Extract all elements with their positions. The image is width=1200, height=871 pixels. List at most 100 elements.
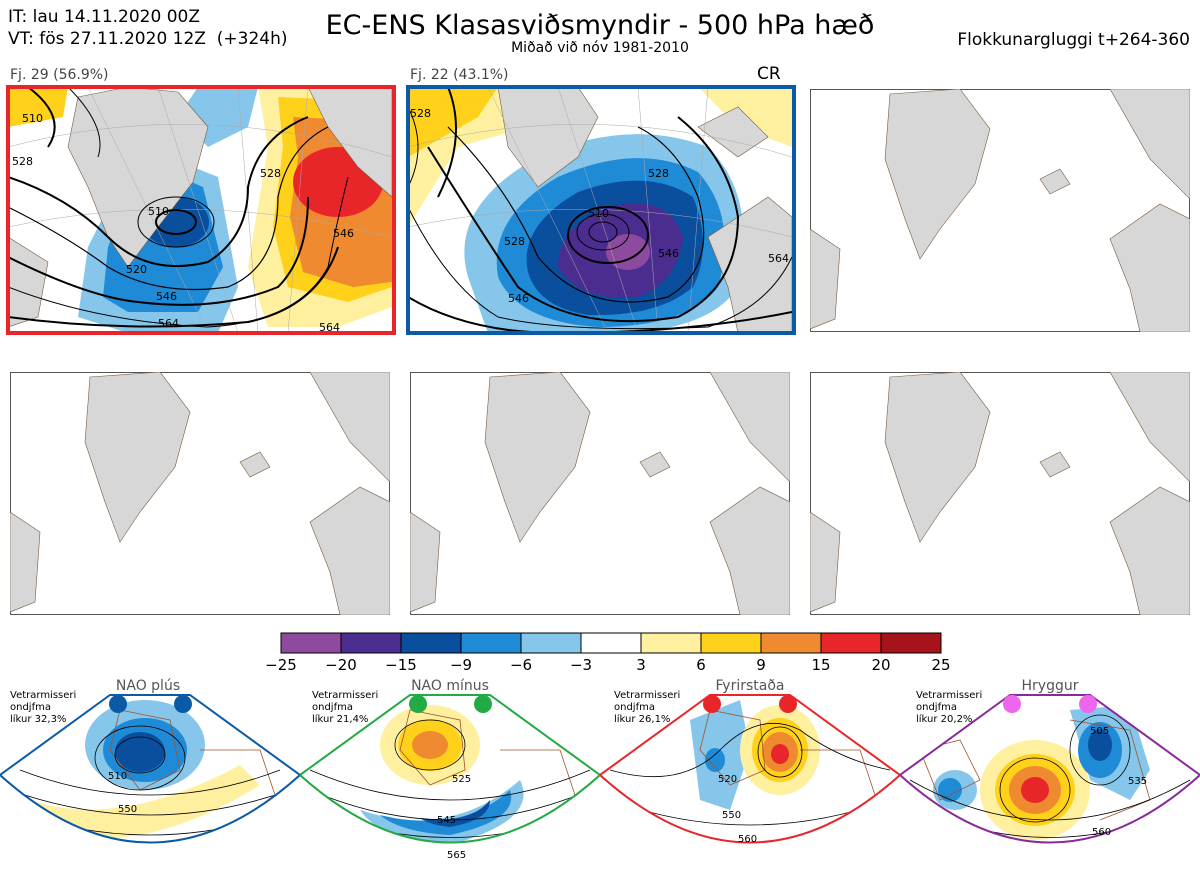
- colorbar-tick-label: −25: [265, 656, 297, 674]
- contour-label: 520: [126, 263, 147, 276]
- contour-label: 546: [333, 227, 354, 240]
- lat-lon-grid: [8, 87, 392, 333]
- contour-label: 528: [260, 167, 281, 180]
- page-subtitle: Miðað við nóv 1981-2010: [511, 40, 689, 56]
- valid-date: VT: fös 27.11.2020 12Z: [8, 29, 206, 49]
- panel2-label: Fj. 22 (43.1%): [410, 67, 509, 83]
- land-masses: [497, 87, 792, 333]
- panel1-label: Fj. 29 (56.9%): [10, 67, 109, 83]
- contour-label: 546: [508, 292, 529, 305]
- empty-map-3: [810, 89, 1190, 332]
- regime-months: ondjfma: [614, 702, 655, 713]
- contour-label: 520: [718, 774, 737, 785]
- colorbar-tick-label: 9: [756, 656, 766, 674]
- empty-map-5: [410, 372, 790, 615]
- regime-months: ondjfma: [10, 702, 51, 713]
- colorbar-tick-label: −15: [385, 656, 417, 674]
- valid-time: VT: fös 27.11.2020 12Z (+324h): [8, 28, 288, 50]
- contour-label: 565: [447, 850, 466, 861]
- classification-window: Flokkunargluggi t+264-360: [957, 30, 1190, 50]
- regime-info-ridge: Vetrarmisseri ondjfma líkur 20,2%: [916, 690, 982, 726]
- colorbar-tick-label: −9: [449, 656, 473, 674]
- contour-label: 546: [658, 247, 679, 260]
- contour-label: 528: [648, 167, 669, 180]
- colorbar-swatch: [520, 632, 582, 654]
- regime-map-ridge: 505 535 560: [900, 694, 1200, 844]
- regime-months: ondjfma: [312, 702, 353, 713]
- colorbar-swatch: [880, 632, 942, 654]
- cluster-map-1: 510 520 528 546 564 546 564 510 528: [8, 87, 392, 333]
- regime-season: Vetrarmisseri: [10, 690, 77, 701]
- contour-label: 528: [12, 155, 33, 168]
- colorbar-tick-label: 25: [931, 656, 951, 674]
- contour-label: 560: [738, 834, 757, 845]
- colorbar-swatch: [460, 632, 522, 654]
- regime-map-nao-minus: 525 545 565: [300, 694, 600, 861]
- contour-label: 510: [108, 771, 127, 782]
- regime-season: Vetrarmisseri: [916, 690, 983, 701]
- contour-label: 546: [156, 290, 177, 303]
- colorbar-tick-label: 20: [871, 656, 891, 674]
- regime-probability: líkur 21,4%: [312, 714, 369, 725]
- contour-label: 510: [148, 205, 169, 218]
- contour-label: 510: [22, 112, 43, 125]
- regime-title-ridge: Hryggur: [1021, 678, 1079, 694]
- colorbar-swatch: [700, 632, 762, 654]
- contour-label: 545: [437, 815, 456, 826]
- empty-map-4: [10, 372, 390, 615]
- colorbar-tick-label: −3: [569, 656, 593, 674]
- contour-label: 525: [452, 774, 471, 785]
- regime-info-nao-plus: Vetrarmisseri ondjfma líkur 32,3%: [10, 690, 76, 726]
- contour-label: 510: [588, 207, 609, 220]
- contour-label: 528: [410, 107, 431, 120]
- contour-label: 564: [319, 321, 340, 333]
- anomaly-colorbar: [280, 632, 942, 654]
- contour-label: 505: [1090, 726, 1109, 737]
- regime-map-blocking: 520 550 560: [600, 694, 900, 845]
- colorbar-swatch: [400, 632, 462, 654]
- regime-probability: líkur 20,2%: [916, 714, 973, 725]
- regime-title-nao-minus: NAO mínus: [411, 678, 489, 694]
- land-masses: [8, 87, 392, 328]
- panel2-frame: [406, 85, 796, 335]
- header-run-info: IT: lau 14.11.2020 00Z VT: fös 27.11.202…: [8, 6, 288, 50]
- lat-lon-grid: [408, 87, 792, 333]
- regime-probability: líkur 26,1%: [614, 714, 671, 725]
- colorbar-tick-label: −6: [509, 656, 533, 674]
- colorbar-swatch: [280, 632, 342, 654]
- regime-map-nao-plus: 510 550: [0, 694, 300, 844]
- regime-info-blocking: Vetrarmisseri ondjfma líkur 26,1%: [614, 690, 680, 726]
- regime-season: Vetrarmisseri: [312, 690, 379, 701]
- page-title: EC-ENS Klasasviðsmyndir - 500 hPa hæð: [325, 10, 875, 41]
- regime-months: ondjfma: [916, 702, 957, 713]
- regime-info-nao-minus: Vetrarmisseri ondjfma líkur 21,4%: [312, 690, 378, 726]
- lead-time: (+324h): [216, 29, 288, 49]
- initial-time: IT: lau 14.11.2020 00Z: [8, 7, 200, 27]
- regime-probability: líkur 32,3%: [10, 714, 67, 725]
- contour-label: 564: [158, 317, 179, 330]
- regime-title-blocking: Fyrirstaða: [715, 678, 785, 694]
- contour-label: 564: [768, 252, 789, 265]
- regime-season: Vetrarmisseri: [614, 690, 681, 701]
- colorbar-swatch: [340, 632, 402, 654]
- colorbar-swatch: [820, 632, 882, 654]
- panel2-tag: CR: [757, 64, 781, 84]
- contour-label: 550: [118, 804, 137, 815]
- colorbar-tick-label: 6: [696, 656, 706, 674]
- colorbar-swatch: [760, 632, 822, 654]
- contour-label: 535: [1128, 776, 1147, 787]
- colorbar-tick-label: 15: [811, 656, 831, 674]
- colorbar-swatch: [580, 632, 642, 654]
- contour-label: 550: [722, 810, 741, 821]
- height-contours: [408, 87, 792, 333]
- height-contours: [8, 87, 349, 328]
- colorbar-tick-label: 3: [636, 656, 646, 674]
- colorbar-swatch: [640, 632, 702, 654]
- panel1-frame: [6, 85, 396, 335]
- contour-label: 528: [504, 235, 525, 248]
- empty-map-6: [810, 372, 1190, 615]
- cluster-map-2: 528 510 528 546 564 546 528: [408, 87, 792, 333]
- regime-title-nao-plus: NAO plús: [115, 678, 181, 694]
- colorbar-tick-label: −20: [325, 656, 357, 674]
- contour-label: 560: [1092, 827, 1111, 838]
